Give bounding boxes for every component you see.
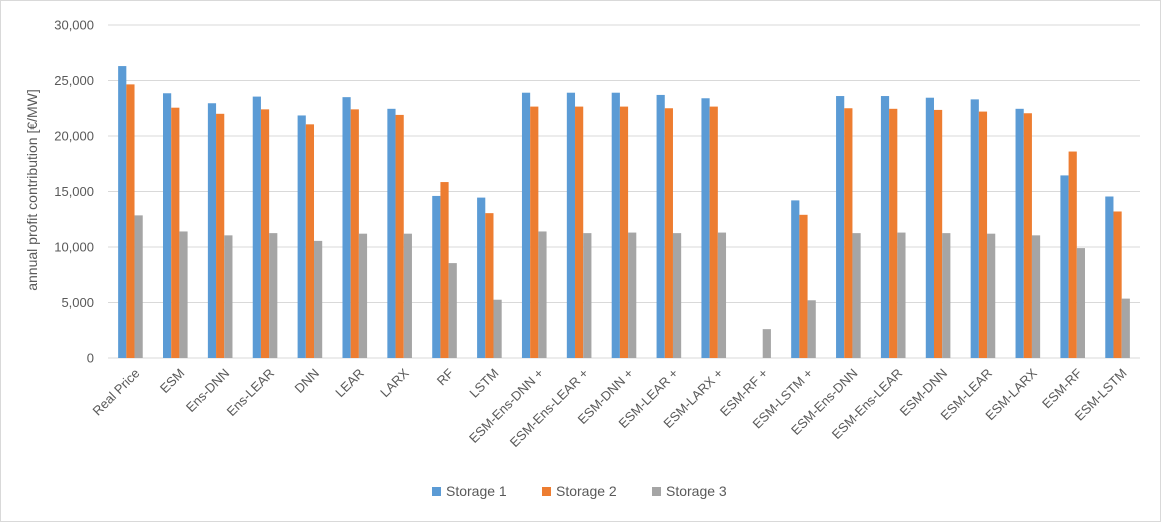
bar (664, 108, 673, 358)
bar (672, 233, 682, 359)
y-axis-title: annual profit contribution [€/MW] (24, 89, 40, 291)
bar (583, 233, 592, 359)
x-tick-label: DNN (292, 366, 323, 397)
bar (987, 233, 996, 358)
y-axis-ticks: 0 5,000 10,000 15,000 20,000 25,000 30,000 (54, 18, 94, 366)
y-tick-label: 15,000 (54, 184, 94, 199)
bar (799, 214, 808, 358)
bar (791, 200, 800, 358)
bar (171, 107, 180, 358)
bar (224, 235, 233, 358)
bar (1015, 108, 1024, 358)
legend-swatch (542, 487, 551, 496)
bar (477, 197, 486, 358)
bar (1113, 211, 1122, 358)
legend-swatch (652, 487, 661, 496)
bar (448, 263, 457, 358)
bar (628, 232, 637, 358)
bar (126, 84, 135, 358)
bar (701, 98, 710, 358)
bar (1068, 151, 1077, 358)
x-tick-label: RF (434, 365, 457, 388)
bar (656, 94, 665, 359)
bar (709, 106, 718, 358)
bar (970, 99, 979, 359)
bar (1121, 298, 1130, 358)
legend-swatch (432, 487, 441, 496)
bar (305, 124, 315, 358)
bar (925, 97, 934, 359)
bar (942, 233, 951, 359)
x-tick-label: LSTM (466, 366, 501, 401)
bar (207, 103, 217, 358)
bar (1023, 113, 1032, 358)
x-tick-label: ESM (157, 366, 188, 397)
bar (395, 114, 404, 358)
bar (978, 111, 988, 358)
x-tick-label: Real Price (90, 366, 143, 419)
bar (163, 93, 172, 358)
bar (530, 106, 539, 358)
bar (387, 108, 396, 358)
bar (807, 300, 816, 358)
bar (269, 233, 278, 359)
bar (440, 182, 449, 358)
legend: Storage 1 Storage 2 Storage 3 (432, 483, 727, 499)
bar (1060, 175, 1069, 358)
bar (485, 213, 494, 358)
bar (252, 96, 261, 358)
bar (852, 233, 861, 359)
x-tick-label: LARX (377, 365, 412, 400)
bar (118, 66, 127, 358)
bar (521, 92, 531, 359)
bar (762, 329, 771, 358)
bar (216, 113, 225, 358)
bar (358, 233, 368, 358)
bar (493, 299, 502, 358)
x-tick-label: ESM-Ens-LEAR + (507, 366, 591, 450)
bars (118, 66, 1130, 359)
bar (889, 108, 898, 358)
bar (1031, 235, 1041, 358)
bar (836, 96, 845, 358)
bar (933, 109, 943, 358)
bar (717, 232, 727, 358)
legend-label: Storage 1 (446, 483, 507, 499)
bar (403, 233, 412, 358)
bar (897, 232, 906, 358)
bar (314, 240, 323, 358)
bar (880, 96, 890, 358)
bar (619, 106, 629, 358)
bar (611, 92, 620, 359)
bar (342, 97, 351, 359)
legend-label: Storage 2 (556, 483, 617, 499)
bar (566, 92, 576, 359)
y-tick-label: 5,000 (61, 295, 94, 310)
bar (134, 215, 143, 358)
bar (844, 108, 853, 358)
bar (575, 106, 584, 358)
bar (538, 231, 547, 358)
bar (1105, 196, 1114, 358)
y-tick-label: 10,000 (54, 240, 94, 255)
bar (179, 231, 188, 358)
y-tick-label: 0 (87, 351, 94, 366)
y-tick-label: 30,000 (54, 18, 94, 33)
x-tick-label: LEAR (332, 366, 367, 401)
bar (297, 115, 306, 359)
bar (432, 195, 441, 358)
bar (1076, 248, 1085, 358)
bar (350, 109, 359, 358)
y-tick-label: 25,000 (54, 73, 94, 88)
x-tick-label: ESM-RF (1039, 365, 1085, 411)
legend-label: Storage 3 (666, 483, 727, 499)
bar (260, 109, 270, 358)
y-tick-label: 20,000 (54, 129, 94, 144)
x-tick-label: Ens-LEAR (224, 366, 278, 420)
